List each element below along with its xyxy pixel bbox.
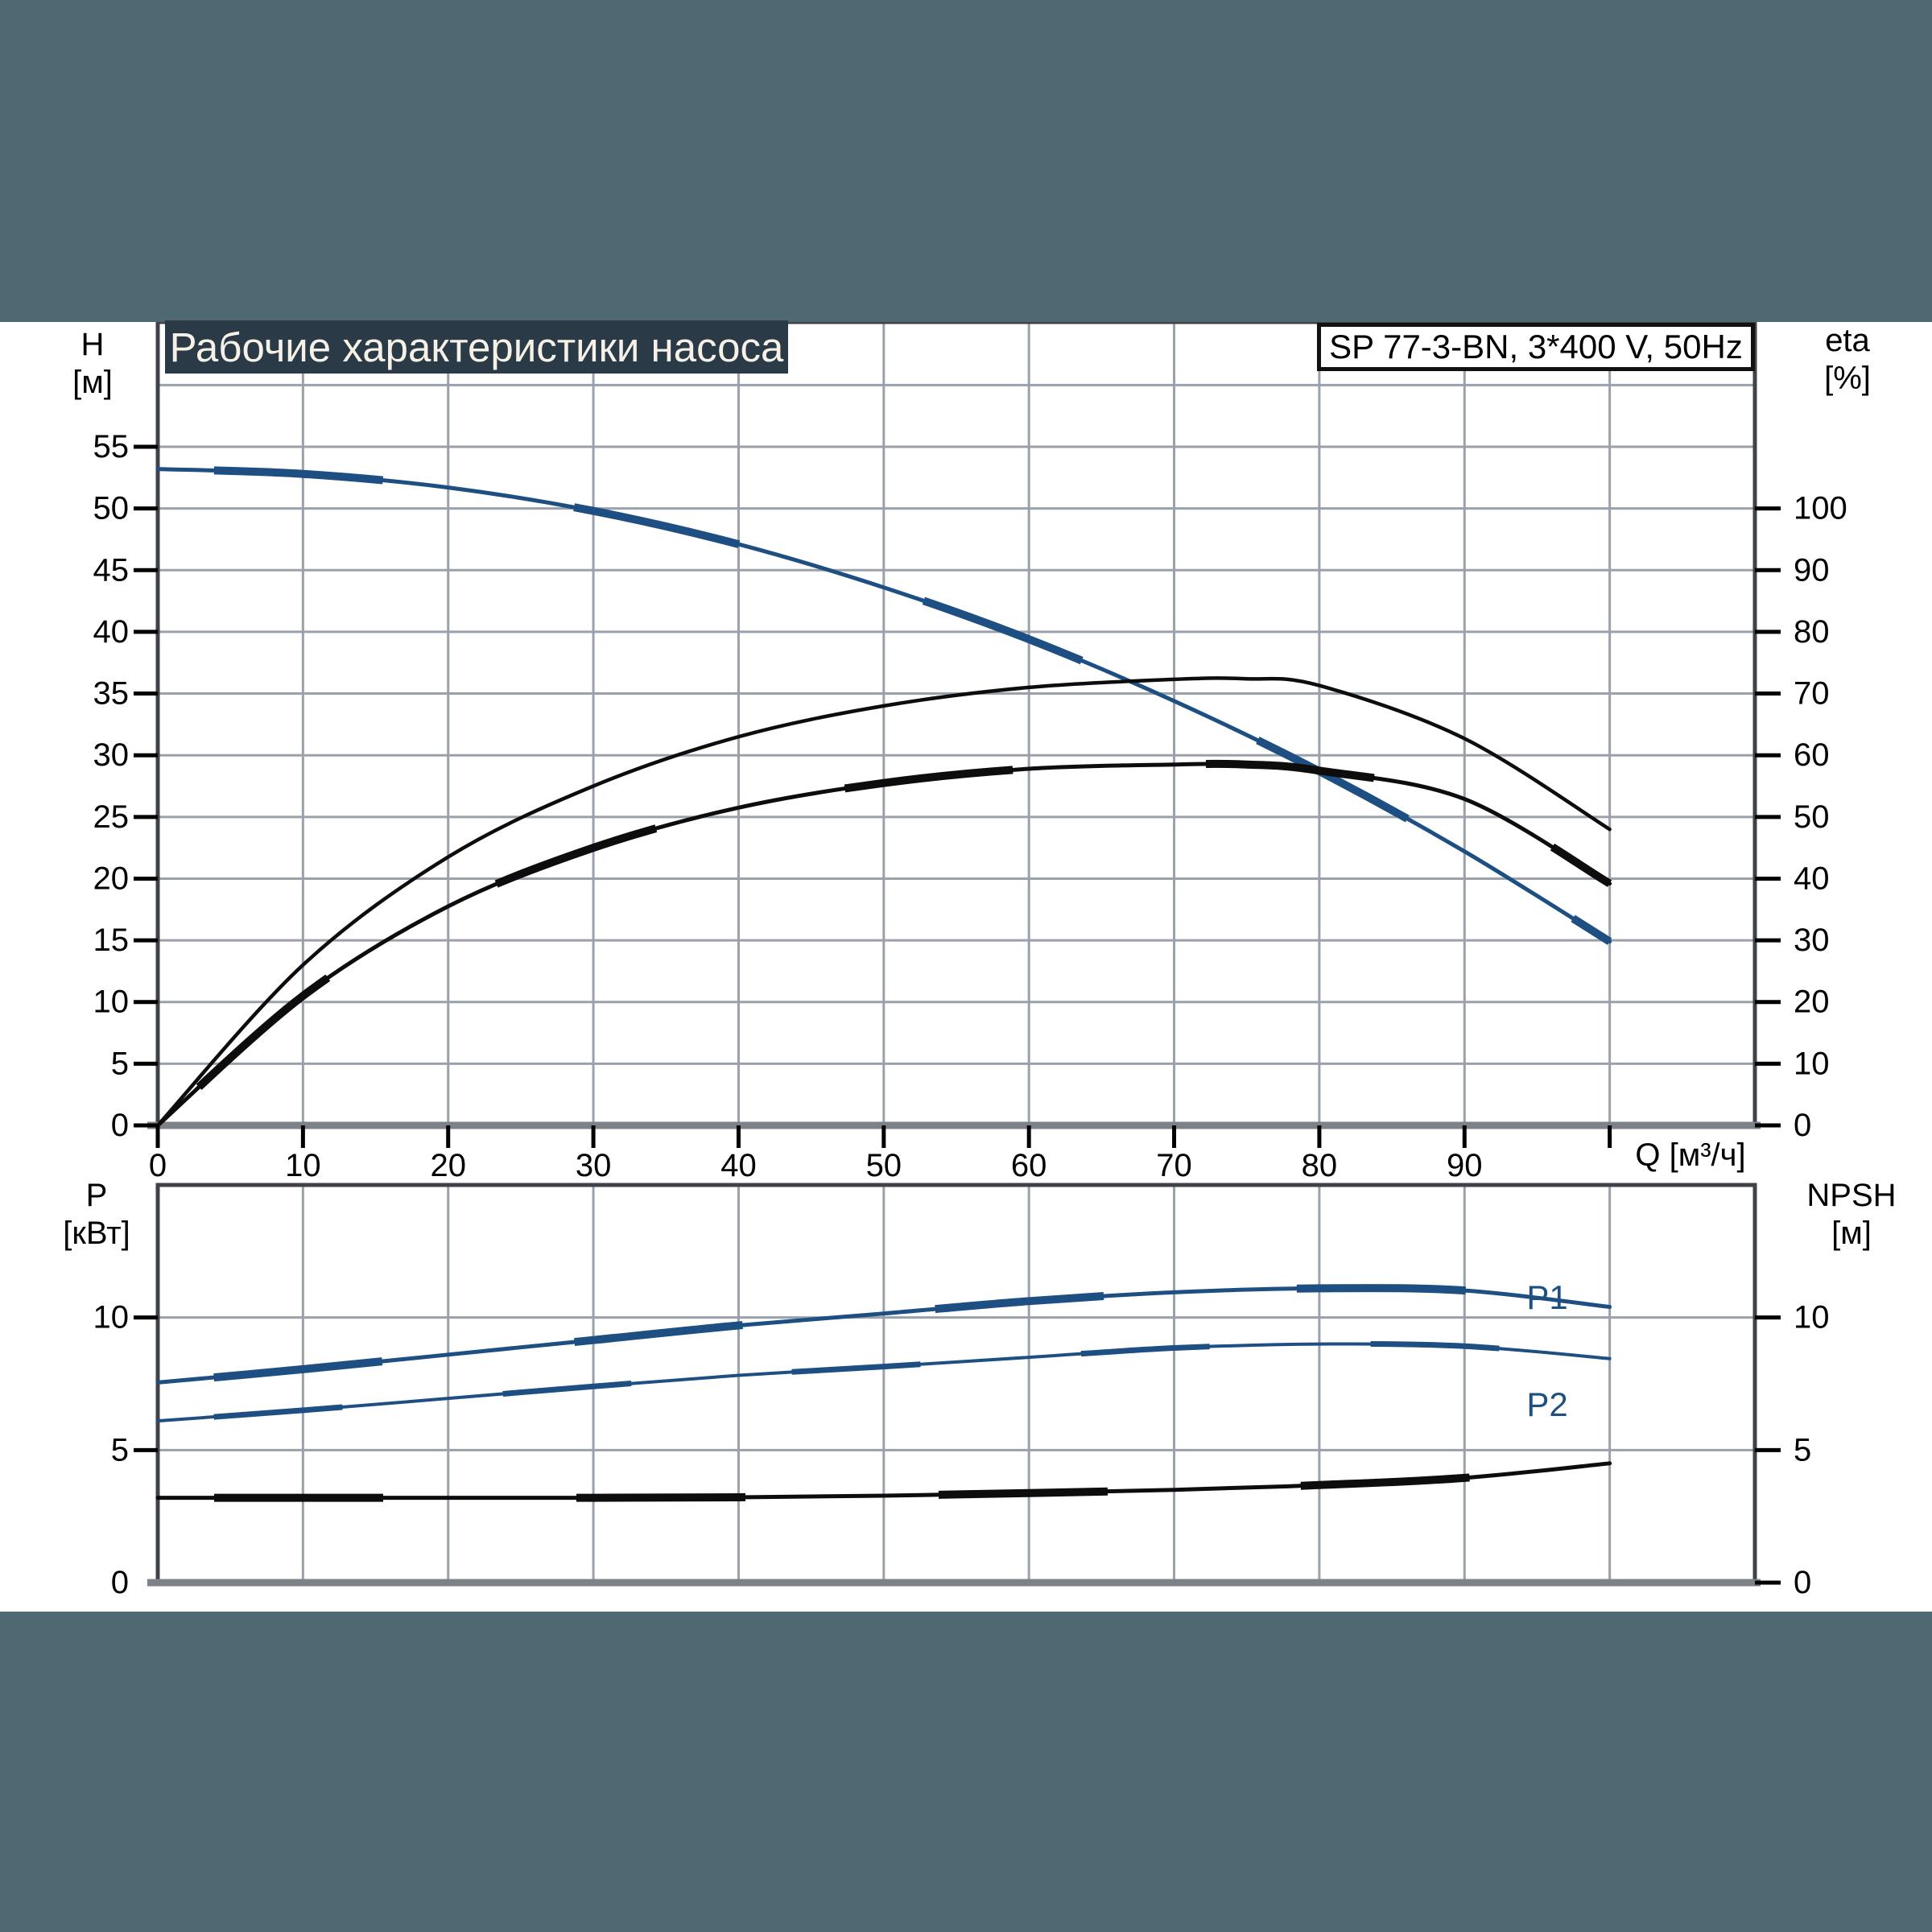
eta-axis-title: eta [%] <box>1795 322 1900 398</box>
q-tick-label: 50 <box>866 1148 902 1183</box>
h-tick-label: 25 <box>93 799 130 835</box>
npsh-curve-dashes <box>158 1459 1611 1502</box>
npsh-axis-unit: [м] <box>1831 1216 1872 1252</box>
h-q-curve-curve-dashes <box>157 464 1612 945</box>
p-tick-label: 0 <box>111 1565 129 1600</box>
p-tick-label: 10 <box>93 1300 130 1335</box>
h-tick-label: 55 <box>93 429 130 464</box>
npsh-tick-label: 10 <box>1794 1300 1830 1335</box>
h-axis-unit: [м] <box>72 365 113 401</box>
axis-ticks <box>134 444 1781 1585</box>
chart-title: Рабочие характеристики насоса <box>169 324 784 370</box>
eta-pump-motor-curve-thick--curve-dashes <box>155 759 1612 1129</box>
p-axis-title: P [кВт] <box>44 1177 149 1253</box>
h-tick-label: 0 <box>111 1108 129 1143</box>
p-axis-unit: [кВт] <box>63 1216 130 1252</box>
eta-tick-label: 0 <box>1794 1108 1811 1143</box>
npsh-axis-letter: NPSH <box>1806 1178 1897 1213</box>
h-tick-label: 40 <box>93 614 130 650</box>
q-tick-label: 30 <box>576 1148 612 1183</box>
p-axis-letter: P <box>85 1178 108 1213</box>
pump-type-box: SP 77-3-BN, 3*400 V, 50Hz <box>1317 323 1755 371</box>
q-tick-label: 40 <box>720 1148 757 1183</box>
eta-tick-label: 30 <box>1794 923 1830 958</box>
p-tick-label: 5 <box>111 1432 129 1468</box>
p1-curve-label: P1 <box>1526 1278 1568 1316</box>
h-tick-label: 10 <box>93 985 130 1020</box>
pump-type-label: SP 77-3-BN, 3*400 V, 50Hz <box>1329 328 1743 365</box>
eta-tick-label: 90 <box>1794 552 1830 588</box>
chart-panel: 55 50 45 40 35 30 25 20 15 10 5 0 100 90 80 70 60 50 40 30 2… <box>0 320 1932 1612</box>
q-axis-label: Q [м³/ч] <box>1635 1137 1746 1173</box>
p2-curve-dashes <box>157 1340 1610 1424</box>
npsh-tick-label: 5 <box>1794 1432 1811 1468</box>
h-tick-label: 30 <box>93 737 130 773</box>
pump-curves-svg: 5550454035302520151050100908070605040302… <box>93 322 1847 1600</box>
plot-frames <box>147 322 1761 1587</box>
h-tick-label: 50 <box>93 491 130 526</box>
eta-axis-unit: [%] <box>1824 361 1871 397</box>
h-tick-label: 45 <box>93 552 130 588</box>
q-tick-label: 60 <box>1011 1148 1047 1183</box>
eta-tick-label: 60 <box>1794 737 1830 773</box>
p1-curve-dashes <box>157 1284 1611 1387</box>
tick-labels: 5550454035302520151050100908070605040302… <box>93 429 1847 1600</box>
q-tick-label: 10 <box>285 1148 321 1183</box>
bottom-background-band <box>0 1612 1932 1932</box>
q-tick-label: 70 <box>1156 1148 1192 1183</box>
eta-tick-label: 80 <box>1794 614 1830 650</box>
h-tick-label: 5 <box>111 1046 129 1081</box>
eta-tick-label: 100 <box>1794 491 1847 526</box>
eta-tick-label: 40 <box>1794 861 1830 896</box>
chart-title-bar: Рабочие характеристики насоса <box>165 320 788 374</box>
q-tick-label: 0 <box>149 1148 167 1183</box>
q-tick-label: 80 <box>1302 1148 1338 1183</box>
npsh-axis-title: NPSH [м] <box>1783 1177 1920 1253</box>
p2-curve-label: P2 <box>1526 1385 1568 1423</box>
h-tick-label: 35 <box>93 676 130 712</box>
h-tick-label: 15 <box>93 923 130 958</box>
eta-tick-label: 10 <box>1794 1046 1830 1081</box>
top-plot-frame <box>155 322 1757 1128</box>
h-axis-letter: H <box>80 327 105 362</box>
eta-pump-curve-thin--curve <box>155 676 1612 1128</box>
h-axis-title: H [м] <box>48 326 137 402</box>
eta-axis-letter: eta <box>1825 323 1870 358</box>
q-axis-title: Q [м³/ч] <box>1618 1137 1763 1174</box>
npsh-tick-label: 0 <box>1794 1565 1811 1600</box>
bottom-plot-frame <box>155 1183 1757 1585</box>
eta-tick-label: 70 <box>1794 676 1830 712</box>
gridlines <box>158 322 1755 1583</box>
curves <box>155 464 1612 1502</box>
top-background-band <box>0 0 1932 322</box>
eta-tick-label: 20 <box>1794 985 1830 1020</box>
q-tick-label: 90 <box>1447 1148 1483 1183</box>
eta-tick-label: 50 <box>1794 799 1830 835</box>
q-tick-label: 20 <box>430 1148 466 1183</box>
h-tick-label: 20 <box>93 861 130 896</box>
